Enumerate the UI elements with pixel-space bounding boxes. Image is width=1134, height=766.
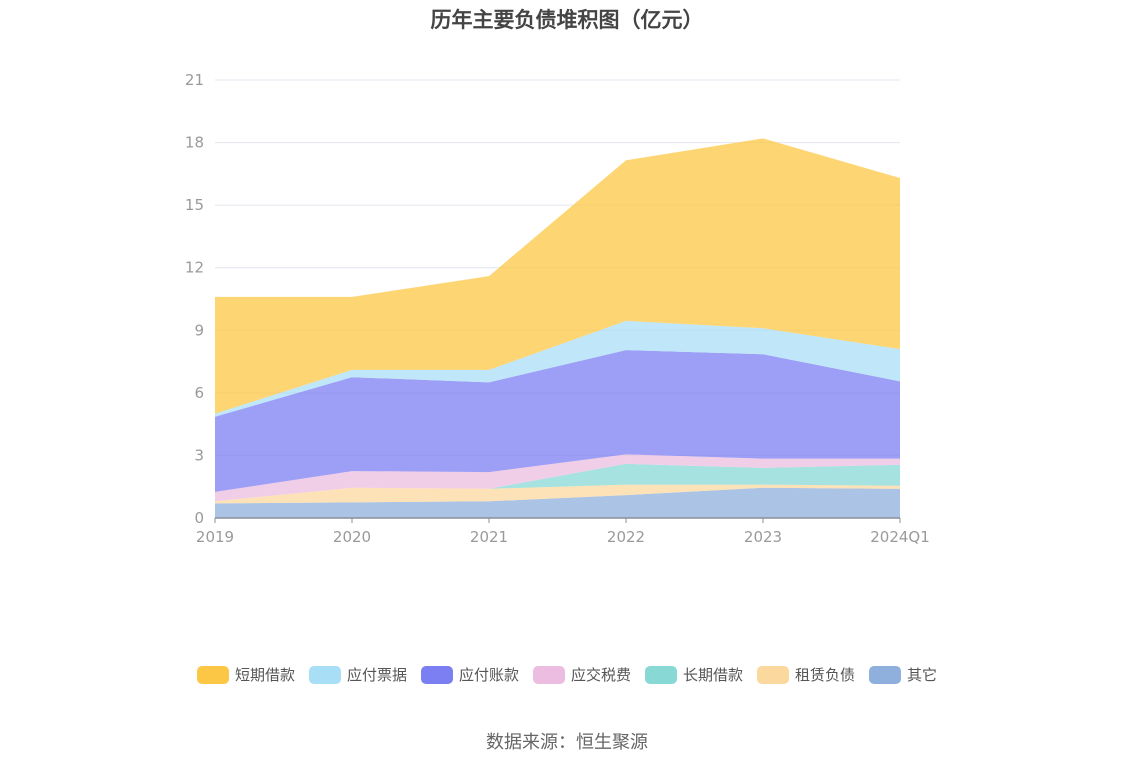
legend-item[interactable]: 应付票据 xyxy=(308,664,407,685)
stacked-area-chart: 0 3 6 9 12 15 18 21 2019 2020 2021 2022 2023 2024Q1 xyxy=(185,71,930,546)
legend-swatch xyxy=(196,665,229,684)
y-tick-label: 3 xyxy=(194,446,204,464)
legend-item[interactable]: 租赁负债 xyxy=(757,664,855,685)
legend-swatch xyxy=(532,665,565,684)
area-series-应付票据 xyxy=(215,320,900,417)
x-tick-label: 2020 xyxy=(333,528,371,546)
data-source-note: 数据来源：恒生聚源 xyxy=(486,732,648,753)
y-tick-label: 15 xyxy=(185,196,204,214)
area-series-应付账款 xyxy=(215,350,900,492)
legend-item[interactable]: 其它 xyxy=(869,664,937,685)
area-series-其它 xyxy=(215,487,900,518)
legend-swatch xyxy=(757,665,790,684)
legend-item[interactable]: 应付账款 xyxy=(420,664,519,685)
legend-swatch xyxy=(869,665,902,684)
legend-swatch xyxy=(645,665,677,684)
chart-title: 历年主要负债堆积图（亿元） xyxy=(430,8,704,32)
legend-swatch xyxy=(420,665,453,684)
legend-label: 其它 xyxy=(907,666,938,684)
chart-legend: 短期借款 应付票据 应付账款 应交税费 长期借款 租赁负债 其它 xyxy=(0,664,1134,685)
x-tick-label: 2023 xyxy=(744,528,782,546)
legend-label: 短期借款 xyxy=(234,666,295,684)
x-tick-label: 2021 xyxy=(470,528,508,546)
legend-label: 应付票据 xyxy=(346,666,407,684)
y-tick-label: 21 xyxy=(185,71,204,89)
legend-swatch xyxy=(308,665,341,684)
legend-label: 应交税费 xyxy=(570,666,631,684)
legend-label: 长期借款 xyxy=(683,666,744,684)
area-series-长期借款 xyxy=(215,463,900,502)
y-tick-label: 18 xyxy=(185,134,204,152)
y-tick-label: 0 xyxy=(194,509,204,527)
legend-item[interactable]: 短期借款 xyxy=(196,664,295,685)
legend-label: 应付账款 xyxy=(458,666,519,684)
area-series-租赁负债 xyxy=(215,484,900,504)
y-tick-label: 9 xyxy=(194,321,204,339)
y-tick-label: 6 xyxy=(194,384,204,402)
legend-item[interactable]: 应交税费 xyxy=(532,664,631,685)
legend-label: 租赁负债 xyxy=(795,666,856,684)
x-tick-label: 2024Q1 xyxy=(870,528,930,546)
y-tick-label: 12 xyxy=(185,259,204,277)
x-tick-label: 2022 xyxy=(607,528,645,546)
x-tick-label: 2019 xyxy=(196,528,234,546)
area-series-应交税费 xyxy=(215,454,900,502)
area-series-短期借款 xyxy=(215,138,900,414)
legend-item[interactable]: 长期借款 xyxy=(645,664,743,685)
